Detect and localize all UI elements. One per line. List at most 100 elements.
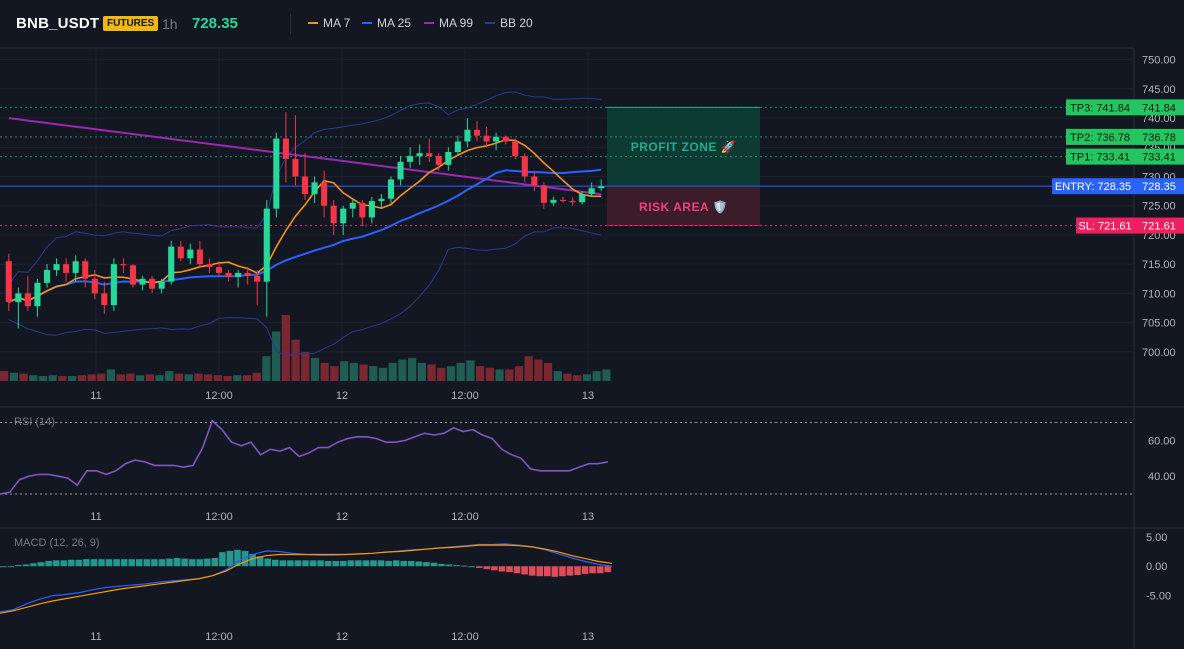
axis-price-tag-4	[1134, 217, 1184, 234]
candle-body	[273, 138, 280, 209]
volume-bar	[145, 374, 154, 381]
candle-body	[445, 151, 452, 165]
candle-body	[139, 278, 146, 285]
candle-body	[63, 264, 70, 273]
candle-body	[24, 293, 31, 307]
volume-bar	[369, 366, 378, 381]
volume-bar	[563, 373, 572, 381]
legend-ma25[interactable]: MA 25	[362, 16, 411, 30]
profit-zone	[607, 107, 760, 187]
volume-bar	[437, 367, 446, 381]
axis-price-tag-label: 736.78	[1142, 132, 1176, 144]
risk-zone	[607, 186, 760, 226]
timeframe-label[interactable]: 1h	[162, 16, 178, 32]
legend-ma99[interactable]: MA 99	[424, 16, 473, 30]
macd-histogram-bar	[302, 560, 309, 567]
rsi-time-tick-label: 12:00	[205, 511, 233, 523]
price-tick-label: 740.00	[1142, 113, 1176, 125]
candle-body	[579, 194, 586, 203]
macd-histogram-bar	[90, 559, 98, 567]
level-tag-label: SL: 721.61	[1078, 221, 1131, 233]
volume-bar	[213, 375, 222, 381]
macd-histogram-bar	[234, 549, 241, 567]
rsi-time-tick-label: 13	[582, 511, 594, 523]
ma7-line	[8, 138, 602, 303]
macd-histogram-bar	[430, 562, 438, 567]
rsi-tick-label: 60.00	[1148, 435, 1176, 447]
volume-bar	[97, 373, 106, 381]
candle-body	[454, 141, 461, 152]
macd-tick-label: 0.00	[1146, 561, 1167, 573]
ma25-swatch-icon	[362, 21, 372, 24]
main-time-tick-label: 11	[90, 390, 101, 402]
macd-histogram-bar	[324, 560, 332, 567]
macd-histogram-bar	[22, 564, 30, 567]
bb20-swatch-icon	[485, 21, 495, 24]
macd-histogram-bar	[453, 565, 460, 567]
macd-histogram-bar	[559, 566, 566, 577]
macd-histogram-bar	[7, 566, 15, 568]
volume-bar	[29, 375, 38, 381]
header-divider	[290, 14, 291, 34]
volume-bar	[505, 369, 514, 381]
macd-histogram-bar	[249, 553, 256, 567]
legend-ma7[interactable]: MA 7	[308, 16, 350, 30]
volume-bar	[378, 367, 388, 381]
volume-bar	[514, 366, 524, 381]
macd-histogram-bar	[332, 560, 339, 567]
axis-price-tag-2	[1134, 148, 1184, 165]
axis-price-tag-label: 721.61	[1142, 221, 1176, 233]
macd-histogram-bar	[544, 566, 551, 577]
axis-price-tag-1	[1134, 128, 1184, 145]
candle-body	[588, 188, 595, 195]
macd-histogram-bar	[272, 559, 279, 567]
price-tick-label: 710.00	[1142, 288, 1176, 300]
volume-bar	[553, 371, 562, 381]
bb-upper-line	[8, 91, 602, 285]
macd-tick-label: 5.00	[1146, 532, 1167, 544]
candle-body	[512, 141, 519, 157]
volume-bar	[485, 367, 494, 381]
macd-histogram-bar	[60, 560, 67, 567]
macd-histogram-bar	[204, 558, 211, 567]
volume-bar	[602, 369, 611, 381]
macd-histogram-bar	[211, 558, 219, 567]
candle-body	[569, 201, 576, 203]
rsi-title: RSI (14)	[14, 416, 55, 428]
candle-body	[282, 138, 289, 159]
volume-bar	[417, 362, 426, 381]
candle-body	[531, 176, 538, 186]
volume-bar	[38, 376, 48, 381]
price-tick-label: 715.00	[1142, 259, 1176, 271]
macd-histogram-bar	[536, 566, 543, 577]
volume-bar	[330, 366, 339, 381]
macd-histogram-bar	[128, 559, 135, 567]
macd-histogram-bar	[589, 566, 596, 574]
macd-histogram-bar	[0, 566, 7, 568]
macd-histogram-bar	[423, 562, 430, 567]
candle-body	[72, 261, 79, 273]
level-tag-label: TP1: 733.41	[1070, 152, 1130, 164]
macd-histogram-bar	[566, 566, 574, 576]
symbol-name[interactable]: BNB_USDT	[16, 15, 100, 32]
volume-bar	[301, 352, 310, 381]
candle-body	[292, 159, 299, 177]
volume-bar	[476, 366, 485, 381]
macd-histogram-bar	[392, 560, 400, 567]
candle-body	[254, 275, 261, 282]
macd-histogram-bar	[604, 566, 611, 573]
macd-histogram-bar	[226, 550, 234, 567]
legend-bb20[interactable]: BB 20	[485, 16, 533, 30]
macd-histogram-bar	[385, 560, 392, 567]
candle-body	[464, 129, 471, 142]
macd-histogram-bar	[113, 559, 120, 567]
rsi-tick-label: 40.00	[1148, 471, 1176, 483]
legend-ma25-label: MA 25	[377, 16, 412, 30]
candle-body	[129, 265, 137, 285]
price-tick-label: 725.00	[1142, 201, 1176, 213]
macd-histogram-bar	[491, 566, 498, 571]
volume-bar	[573, 375, 582, 381]
macd-tick-label: -5.00	[1146, 591, 1171, 603]
macd-histogram-bar	[166, 558, 173, 567]
